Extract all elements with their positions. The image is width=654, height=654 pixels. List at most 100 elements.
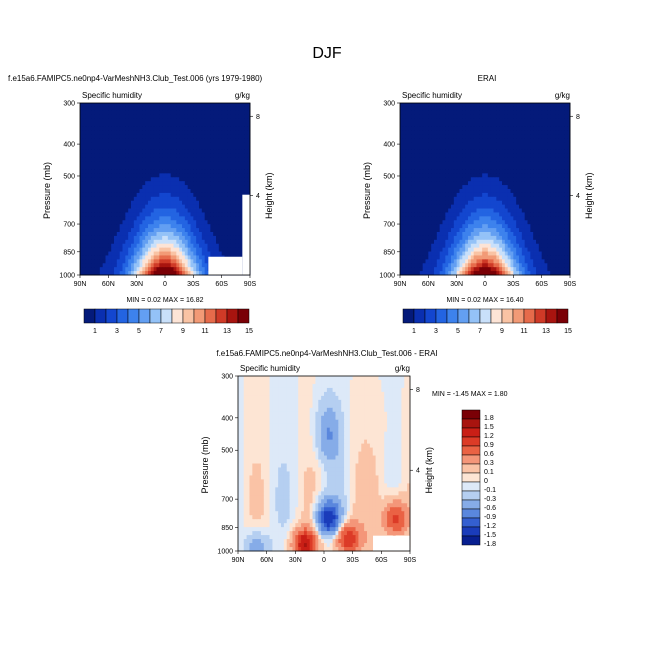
field-cell: [179, 247, 183, 252]
field-cell: [221, 169, 225, 174]
field-cell: [97, 110, 101, 116]
field-cell: [150, 165, 155, 170]
field-cell: [216, 247, 220, 252]
field-cell: [558, 192, 562, 198]
field-cell: [179, 224, 183, 229]
field-cell: [99, 200, 104, 206]
field-cell: [238, 122, 242, 127]
right-tick-label: 4: [256, 193, 260, 200]
field-cell: [459, 228, 463, 233]
field-cell: [97, 196, 101, 202]
field-cell: [555, 142, 560, 147]
field-cell: [468, 157, 472, 163]
field-cell: [504, 134, 509, 139]
field-cell: [82, 169, 87, 174]
field-cell: [99, 216, 104, 221]
field-cell: [411, 122, 415, 127]
field-cell: [564, 192, 568, 198]
field-cell: [165, 165, 169, 170]
field-cell: [97, 181, 101, 186]
field-cell: [216, 185, 220, 190]
field-cell: [156, 173, 160, 178]
field-cell: [170, 185, 174, 190]
field-cell: [114, 103, 118, 108]
field-cell: [136, 247, 140, 252]
field-cell: [176, 157, 180, 163]
field-cell: [136, 177, 140, 182]
field-cell: [425, 142, 429, 147]
field-cell: [468, 224, 472, 229]
field-cell: [536, 153, 540, 159]
field-cell: [165, 106, 169, 112]
field-cell: [97, 177, 101, 182]
field-cell: [445, 185, 449, 190]
field-cell: [561, 138, 565, 143]
field-cell: [428, 138, 432, 143]
field-cell: [233, 153, 237, 159]
field-cell: [114, 126, 118, 131]
field-cell: [550, 212, 554, 217]
field-cell: [102, 138, 106, 143]
field-cell: [400, 169, 404, 174]
field-cell: [173, 165, 177, 170]
field-cell: [165, 228, 169, 233]
field-cell: [153, 224, 157, 229]
field-cell: [544, 118, 548, 123]
field-cell: [422, 232, 426, 237]
field-cell: [473, 220, 477, 225]
field-cell: [184, 200, 189, 206]
field-cell: [507, 114, 511, 120]
field-cell: [108, 157, 112, 163]
field-cell: [530, 161, 534, 166]
field-cell: [405, 169, 409, 174]
field-cell: [507, 192, 511, 198]
field-cell: [513, 239, 517, 245]
field-cell: [159, 169, 163, 174]
field-cell: [507, 185, 511, 190]
field-cell: [473, 212, 477, 217]
field-cell: [408, 185, 412, 190]
field-cell: [193, 247, 197, 252]
field-cell: [179, 255, 183, 260]
field-cell: [213, 122, 217, 127]
field-cell: [80, 142, 84, 147]
field-cell: [91, 165, 95, 170]
field-cell: [162, 263, 166, 268]
field-cell: [80, 149, 84, 155]
field-cell: [496, 122, 500, 127]
field-cell: [419, 208, 424, 213]
field-cell: [199, 106, 203, 112]
field-cell: [507, 110, 511, 116]
field-cell: [82, 224, 87, 229]
field-cell: [193, 181, 197, 186]
field-cell: [179, 243, 183, 249]
field-cell: [445, 122, 449, 127]
field-cell: [473, 181, 477, 186]
field-cell: [451, 247, 455, 252]
field-cell: [102, 239, 106, 245]
field-cell: [428, 165, 432, 170]
field-cell: [247, 103, 251, 108]
field-cell: [173, 106, 177, 112]
field-cell: [442, 157, 446, 163]
field-cell: [414, 228, 418, 233]
field-cell: [521, 165, 526, 170]
field-cell: [456, 239, 460, 245]
field-cell: [434, 149, 438, 155]
field-cell: [553, 138, 557, 143]
field-cell: [533, 146, 537, 151]
field-cell: [456, 196, 460, 202]
field-cell: [487, 146, 492, 151]
field-cell: [193, 255, 197, 260]
field-cell: [176, 106, 180, 112]
field-cell: [465, 142, 469, 147]
field-cell: [136, 243, 140, 249]
field-cell: [193, 251, 197, 256]
field-cell: [479, 106, 483, 112]
field-cell: [170, 149, 174, 155]
field-cell: [462, 224, 466, 229]
field-cell: [218, 142, 223, 147]
field-cell: [131, 208, 135, 213]
field-cell: [156, 247, 160, 252]
field-cell: [165, 251, 169, 256]
